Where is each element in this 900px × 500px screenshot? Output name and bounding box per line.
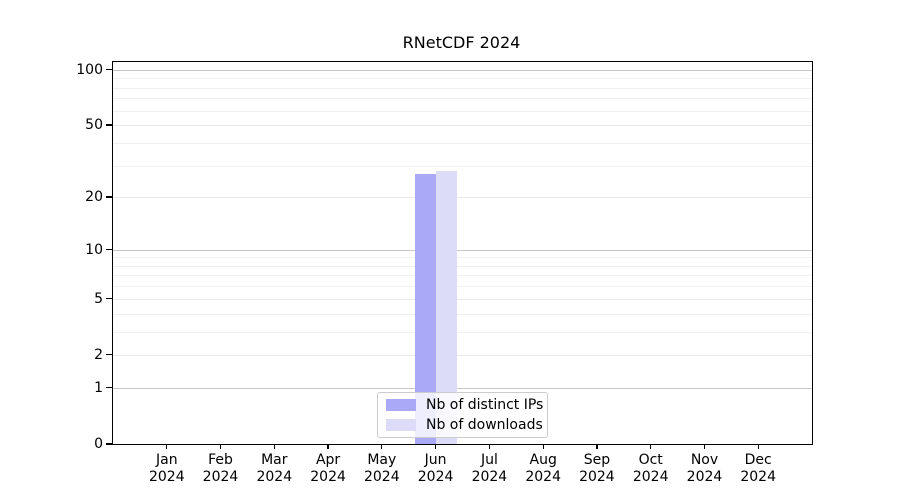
- x-tick-label-month: Jan: [156, 452, 178, 468]
- x-tick-label-month: Nov: [690, 452, 719, 468]
- y-tick-mark: [106, 196, 112, 198]
- y-gridline-minor: [113, 165, 812, 167]
- y-gridline-major: [113, 249, 812, 251]
- y-gridline-major: [113, 387, 812, 389]
- y-tick-mark: [106, 298, 112, 300]
- y-gridline-minor: [113, 87, 812, 89]
- x-tick-mark: [327, 444, 329, 449]
- y-tick-label: 1: [94, 379, 103, 396]
- x-tick-label: Apr 2024: [296, 452, 360, 486]
- y-tick-mark: [106, 124, 112, 126]
- x-tick-label-year: 2024: [202, 469, 239, 485]
- x-tick-label: Feb 2024: [189, 452, 253, 486]
- x-tick-label-year: 2024: [686, 469, 723, 485]
- y-tick-mark: [106, 248, 112, 251]
- y-tick-label: 5: [94, 290, 103, 307]
- x-tick-label-year: 2024: [579, 469, 615, 485]
- y-tick-label: 0: [94, 436, 103, 452]
- x-tick-label-month: Dec: [744, 452, 772, 468]
- x-tick-mark: [381, 444, 383, 449]
- y-gridline-minor: [113, 110, 812, 112]
- legend: Nb of distinct IPs Nb of downloads: [377, 392, 548, 438]
- x-tick-mark: [703, 444, 706, 449]
- bar-distinct-ips: [414, 173, 436, 444]
- legend-swatch: [386, 419, 416, 431]
- y-gridline-major: [113, 197, 812, 199]
- x-tick-label-year: 2024: [417, 469, 454, 485]
- y-gridline-major: [113, 125, 812, 127]
- y-tick-mark: [106, 443, 112, 445]
- x-tick-label-month: Jul: [480, 452, 498, 468]
- x-tick-label: Jan 2024: [135, 452, 199, 486]
- x-tick-label: May 2024: [350, 452, 414, 486]
- x-tick-mark: [650, 444, 652, 449]
- bar-downloads: [435, 170, 457, 444]
- x-tick-label-month: May: [367, 452, 397, 468]
- x-tick-label-year: 2024: [525, 469, 561, 485]
- y-tick-label: 50: [85, 117, 103, 134]
- x-tick-label-year: 2024: [471, 469, 508, 485]
- x-tick-label: Jul 2024: [457, 452, 521, 486]
- legend-swatch: [386, 399, 416, 411]
- x-tick-label-month: Mar: [261, 452, 288, 468]
- y-gridline-major: [113, 69, 812, 71]
- y-gridline-major: [113, 354, 812, 356]
- x-tick-label-year: 2024: [256, 469, 293, 485]
- legend-label: Nb of downloads: [426, 417, 543, 433]
- y-tick-mark: [106, 69, 112, 71]
- legend-item: Nb of downloads: [386, 417, 543, 433]
- y-tick-label: 20: [85, 189, 103, 206]
- y-gridline-minor: [113, 142, 812, 144]
- chart-title: RNetCDF 2024: [402, 33, 521, 52]
- y-tick-mark: [106, 387, 112, 389]
- y-gridline-minor: [113, 78, 812, 80]
- plot-area: Nb of distinct IPs Nb of downloads 0 1 2 5 10…: [76, 61, 813, 485]
- x-tick-mark: [435, 444, 437, 449]
- x-tick-label-month: Feb: [208, 452, 233, 468]
- x-tick-label-year: 2024: [632, 469, 669, 485]
- x-tick-mark: [596, 444, 598, 449]
- legend-label: Nb of distinct IPs: [426, 397, 544, 413]
- y-gridline-minor: [113, 286, 812, 288]
- y-gridline-minor: [113, 265, 812, 267]
- x-tick-label-month: Sep: [583, 452, 611, 468]
- x-tick-label-year: 2024: [740, 469, 776, 485]
- y-gridline-minor: [113, 275, 812, 277]
- y-gridline-minor: [113, 313, 812, 315]
- y-tick-label: 2: [94, 346, 103, 363]
- y-tick-mark: [106, 354, 112, 356]
- y-tick-label: 100: [76, 61, 103, 78]
- x-tick-label: Dec 2024: [726, 452, 790, 486]
- y-gridline-minor: [113, 257, 812, 259]
- x-tick-label: Jun 2024: [404, 452, 468, 486]
- x-tick-label: Oct 2024: [619, 452, 683, 486]
- x-tick-label-year: 2024: [363, 469, 400, 485]
- y-gridline-minor: [113, 331, 812, 333]
- x-tick-mark: [542, 444, 544, 449]
- x-tick-label-year: 2024: [310, 469, 346, 485]
- x-tick-label-month: Apr: [315, 452, 341, 468]
- x-tick-label-month: Oct: [638, 452, 663, 468]
- x-tick-label-month: Aug: [529, 452, 557, 468]
- x-tick-label: Nov 2024: [673, 452, 737, 486]
- x-tick-mark: [488, 444, 490, 449]
- y-tick-label: 10: [85, 241, 103, 258]
- x-tick-mark: [757, 444, 759, 449]
- y-gridline-minor: [113, 98, 812, 100]
- x-tick-label-month: Jun: [424, 452, 447, 468]
- legend-item: Nb of distinct IPs: [386, 397, 543, 413]
- x-tick-label: Aug 2024: [511, 452, 575, 486]
- x-tick-mark: [219, 444, 222, 449]
- y-gridline-major: [113, 298, 812, 300]
- x-tick-label: Mar 2024: [242, 452, 306, 486]
- x-tick-mark: [273, 444, 275, 449]
- x-tick-label-year: 2024: [148, 469, 185, 485]
- x-tick-mark: [166, 444, 168, 449]
- x-tick-label: Sep 2024: [565, 452, 629, 486]
